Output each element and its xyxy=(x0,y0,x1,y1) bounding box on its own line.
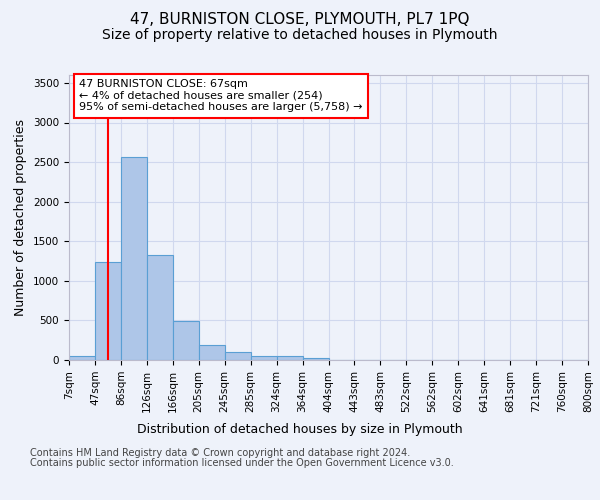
Bar xyxy=(277,356,302,360)
Bar xyxy=(121,158,147,360)
Bar xyxy=(95,262,121,360)
Y-axis label: Number of detached properties: Number of detached properties xyxy=(14,119,28,316)
Text: Contains HM Land Registry data © Crown copyright and database right 2024.: Contains HM Land Registry data © Crown c… xyxy=(30,448,410,458)
Bar xyxy=(173,321,199,360)
Text: Contains public sector information licensed under the Open Government Licence v3: Contains public sector information licen… xyxy=(30,458,454,468)
Bar xyxy=(147,254,173,360)
Bar xyxy=(225,352,251,360)
Text: Size of property relative to detached houses in Plymouth: Size of property relative to detached ho… xyxy=(102,28,498,42)
Bar xyxy=(199,346,224,360)
Text: 47 BURNISTON CLOSE: 67sqm
← 4% of detached houses are smaller (254)
95% of semi-: 47 BURNISTON CLOSE: 67sqm ← 4% of detach… xyxy=(79,80,363,112)
Text: 47, BURNISTON CLOSE, PLYMOUTH, PL7 1PQ: 47, BURNISTON CLOSE, PLYMOUTH, PL7 1PQ xyxy=(130,12,470,28)
Bar xyxy=(251,356,277,360)
Text: Distribution of detached houses by size in Plymouth: Distribution of detached houses by size … xyxy=(137,422,463,436)
Bar xyxy=(69,356,95,360)
Bar xyxy=(302,358,329,360)
